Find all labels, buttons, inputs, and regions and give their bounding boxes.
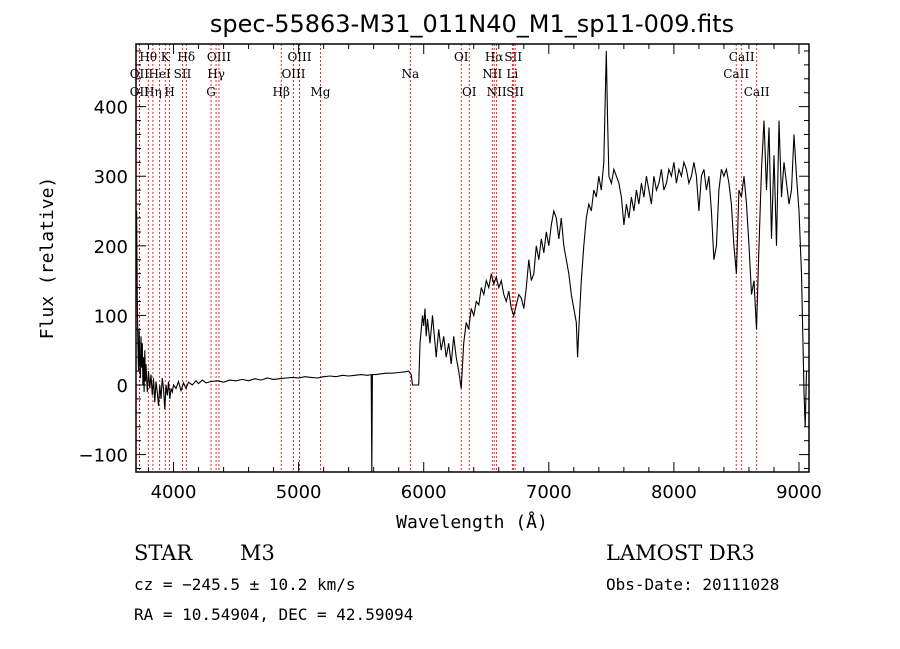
y-tick-label: 100 [94, 306, 128, 327]
spectral-line-label: Mg [311, 85, 331, 99]
spectral-line-label: H [164, 85, 174, 99]
y-tick-label: 0 [117, 376, 128, 397]
x-tick-label: 6000 [401, 482, 447, 503]
y-axis-ticks: −100 0 100 200 300 400 [79, 50, 809, 470]
x-tick-label: 5000 [276, 482, 322, 503]
spectral-line-label: Hα [485, 50, 504, 64]
spectral-line-label: CaII [744, 85, 770, 99]
spectral-line-label: CaII [729, 50, 755, 64]
spectral-line-label: Hβ [273, 85, 290, 99]
y-tick-label: 400 [94, 98, 128, 119]
spectral-line-label: NII [482, 67, 502, 81]
spectral-line-label: OI [454, 50, 469, 64]
spectral-line-label: Hγ [207, 67, 225, 81]
x-tick-label: 4000 [151, 482, 197, 503]
spectral-line-label: CaII [723, 67, 749, 81]
plot-area [135, 50, 808, 473]
spectrum-series-line [135, 50, 808, 473]
spectral-line-label: OIII [287, 50, 311, 64]
spectral-line-label: OIII [207, 50, 231, 64]
y-tick-label: −100 [79, 446, 128, 467]
y-tick-label: 200 [94, 237, 128, 258]
spectral-line-label: Hδ [177, 50, 195, 64]
spectral-line-label: OIII [281, 67, 305, 81]
spectral-line-label: HeI [148, 67, 171, 81]
x-tick-label: 9000 [776, 482, 822, 503]
object-class: STAR [134, 541, 193, 565]
spectral-line-label: Li [506, 67, 518, 81]
x-axis-label: Wavelength (Å) [396, 511, 548, 533]
coordinates: RA = 10.54904, DEC = 42.59094 [134, 605, 413, 624]
redshift-velocity: cz = −245.5 ± 10.2 km/s [134, 575, 356, 594]
spectral-line-label: Hη [144, 85, 162, 99]
y-axis-label: Flux (relative) [37, 177, 58, 340]
spectral-line-markers: OIIOIIHθHηHeIKHSIIHδGHγOIIIHβOIIIOIIIMgN… [130, 44, 770, 472]
chart-title: spec-55863-M31_011N40_M1_sp11-009.fits [210, 10, 734, 38]
spectral-line-label: Hθ [139, 50, 157, 64]
spectral-line-label: Na [402, 67, 420, 81]
plot-frame [135, 43, 810, 473]
spectral-line-label: OII [130, 67, 150, 81]
y-tick-label: 300 [94, 167, 128, 188]
spectral-line-label: SII [506, 85, 524, 99]
object-subclass: M3 [240, 541, 275, 565]
spectral-line-label: K [161, 50, 171, 64]
spectral-line-label: OI [462, 85, 477, 99]
spectral-line-label: SII [504, 50, 522, 64]
x-tick-label: 7000 [526, 482, 572, 503]
spectral-line-label: SII [174, 67, 192, 81]
x-tick-label: 8000 [651, 482, 697, 503]
x-axis-ticks: 4000 5000 6000 7000 8000 9000 [148, 44, 822, 503]
spectral-line-label: NII [487, 85, 507, 99]
observation-date: Obs-Date: 20111028 [606, 575, 779, 594]
spectral-line-label: G [206, 85, 216, 99]
survey-name: LAMOST DR3 [606, 541, 755, 565]
